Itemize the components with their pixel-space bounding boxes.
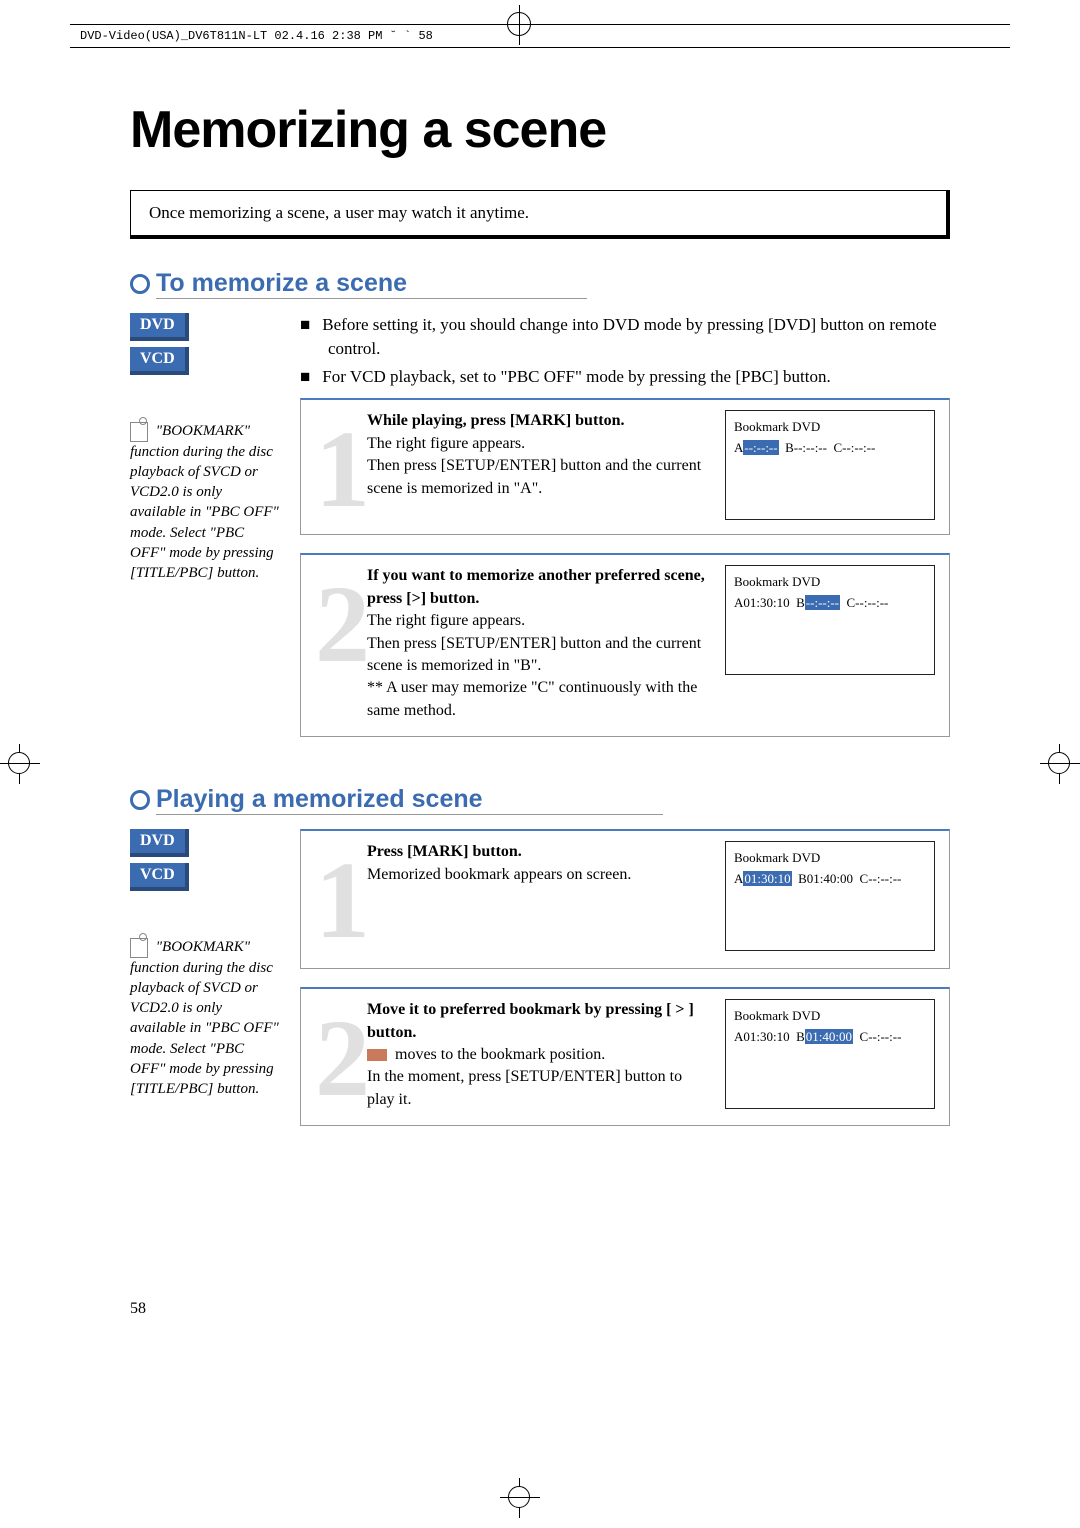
step-box-1: 1 While playing, press [MARK] button. Th…: [300, 398, 950, 535]
section2-text: Playing a memorized scene: [156, 785, 663, 815]
screen-line1: Bookmark DVD: [734, 848, 926, 869]
sidebar-note-text: "BOOKMARK" function during the disc play…: [130, 423, 279, 581]
intro-text: Once memorizing a scene, a user may watc…: [149, 203, 529, 222]
header-text: DVD-Video(USA)_DV6T811N-LT 02.4.16 2:38 …: [80, 29, 433, 43]
screen-line1: Bookmark DVD: [734, 1006, 926, 1027]
note-icon: [130, 938, 148, 958]
step-body-text: Memorized bookmark appears on screen.: [367, 866, 631, 883]
crop-mark-right: [1040, 744, 1080, 784]
step-number: 1: [315, 420, 359, 520]
osd-screen: Bookmark DVD A--:--:-- B--:--:-- C--:--:…: [725, 410, 935, 520]
badge-dvd: DVD: [130, 829, 189, 857]
section1-title: To memorize a scene: [130, 269, 950, 299]
prelude-list: Before setting it, you should change int…: [300, 313, 950, 388]
step-body-text: The right figure appears.Then press [SET…: [367, 612, 701, 674]
screen-line1: Bookmark DVD: [734, 417, 926, 438]
screen-line2: A01:30:10 B--:--:-- C--:--:--: [734, 593, 926, 614]
screen-line2: A--:--:-- B--:--:-- C--:--:--: [734, 438, 926, 459]
step-box-2: 2 If you want to memorize another prefer…: [300, 553, 950, 737]
crop-mark-top: [507, 12, 531, 36]
badge-vcd: VCD: [130, 347, 189, 375]
section2-title: Playing a memorized scene: [130, 785, 950, 815]
page-title: Memorizing a scene: [130, 100, 950, 160]
step-number: 2: [315, 1009, 359, 1111]
screen-line1: Bookmark DVD: [734, 572, 926, 593]
crop-mark-left: [0, 744, 40, 784]
step-number: 2: [315, 575, 359, 722]
crop-mark-bottom: [500, 1478, 540, 1518]
step-title: Move it to preferred bookmark by pressin…: [367, 1001, 694, 1040]
sidebar-note-1: "BOOKMARK" function during the disc play…: [130, 421, 280, 583]
osd-screen: Bookmark DVD A01:30:10 B01:40:00 C--:--:…: [725, 999, 935, 1109]
step-body-post: In the moment, press [SETUP/ENTER] butto…: [367, 1068, 682, 1107]
osd-screen: Bookmark DVD A01:30:10 B--:--:-- C--:--:…: [725, 565, 935, 675]
page-number: 58: [130, 1300, 146, 1318]
section1-text: To memorize a scene: [156, 269, 587, 299]
step-title: Press [MARK] button.: [367, 843, 522, 860]
step-box-1: 1 Press [MARK] button. Memorized bookmar…: [300, 829, 950, 969]
note-icon: [130, 422, 148, 442]
step-body-mid: moves to the bookmark position.: [395, 1046, 605, 1063]
prelude-item: Before setting it, you should change int…: [300, 313, 950, 361]
step-body-text: The right figure appears.Then press [SET…: [367, 435, 701, 497]
step-box-2: 2 Move it to preferred bookmark by press…: [300, 987, 950, 1126]
badge-dvd: DVD: [130, 313, 189, 341]
sidebar-note-2: "BOOKMARK" function during the disc play…: [130, 937, 280, 1099]
badge-vcd: VCD: [130, 863, 189, 891]
step-title: If you want to memorize another preferre…: [367, 567, 705, 606]
step-footnote: ** A user may memorize "C" continuously …: [367, 677, 707, 722]
step-title: While playing, press [MARK] button.: [367, 412, 625, 429]
screen-line2: A01:30:10 B01:40:00 C--:--:--: [734, 1027, 926, 1048]
prelude-item: For VCD playback, set to "PBC OFF" mode …: [300, 365, 950, 389]
step-number: 1: [315, 851, 359, 954]
bullet-icon: [130, 790, 150, 810]
osd-screen: Bookmark DVD A01:30:10 B01:40:00 C--:--:…: [725, 841, 935, 951]
sidebar-note-text: "BOOKMARK" function during the disc play…: [130, 939, 279, 1097]
bullet-icon: [130, 274, 150, 294]
print-header: DVD-Video(USA)_DV6T811N-LT 02.4.16 2:38 …: [70, 24, 1010, 48]
cursor-icon: [367, 1049, 387, 1061]
screen-line2: A01:30:10 B01:40:00 C--:--:--: [734, 869, 926, 890]
intro-box: Once memorizing a scene, a user may watc…: [130, 190, 950, 239]
